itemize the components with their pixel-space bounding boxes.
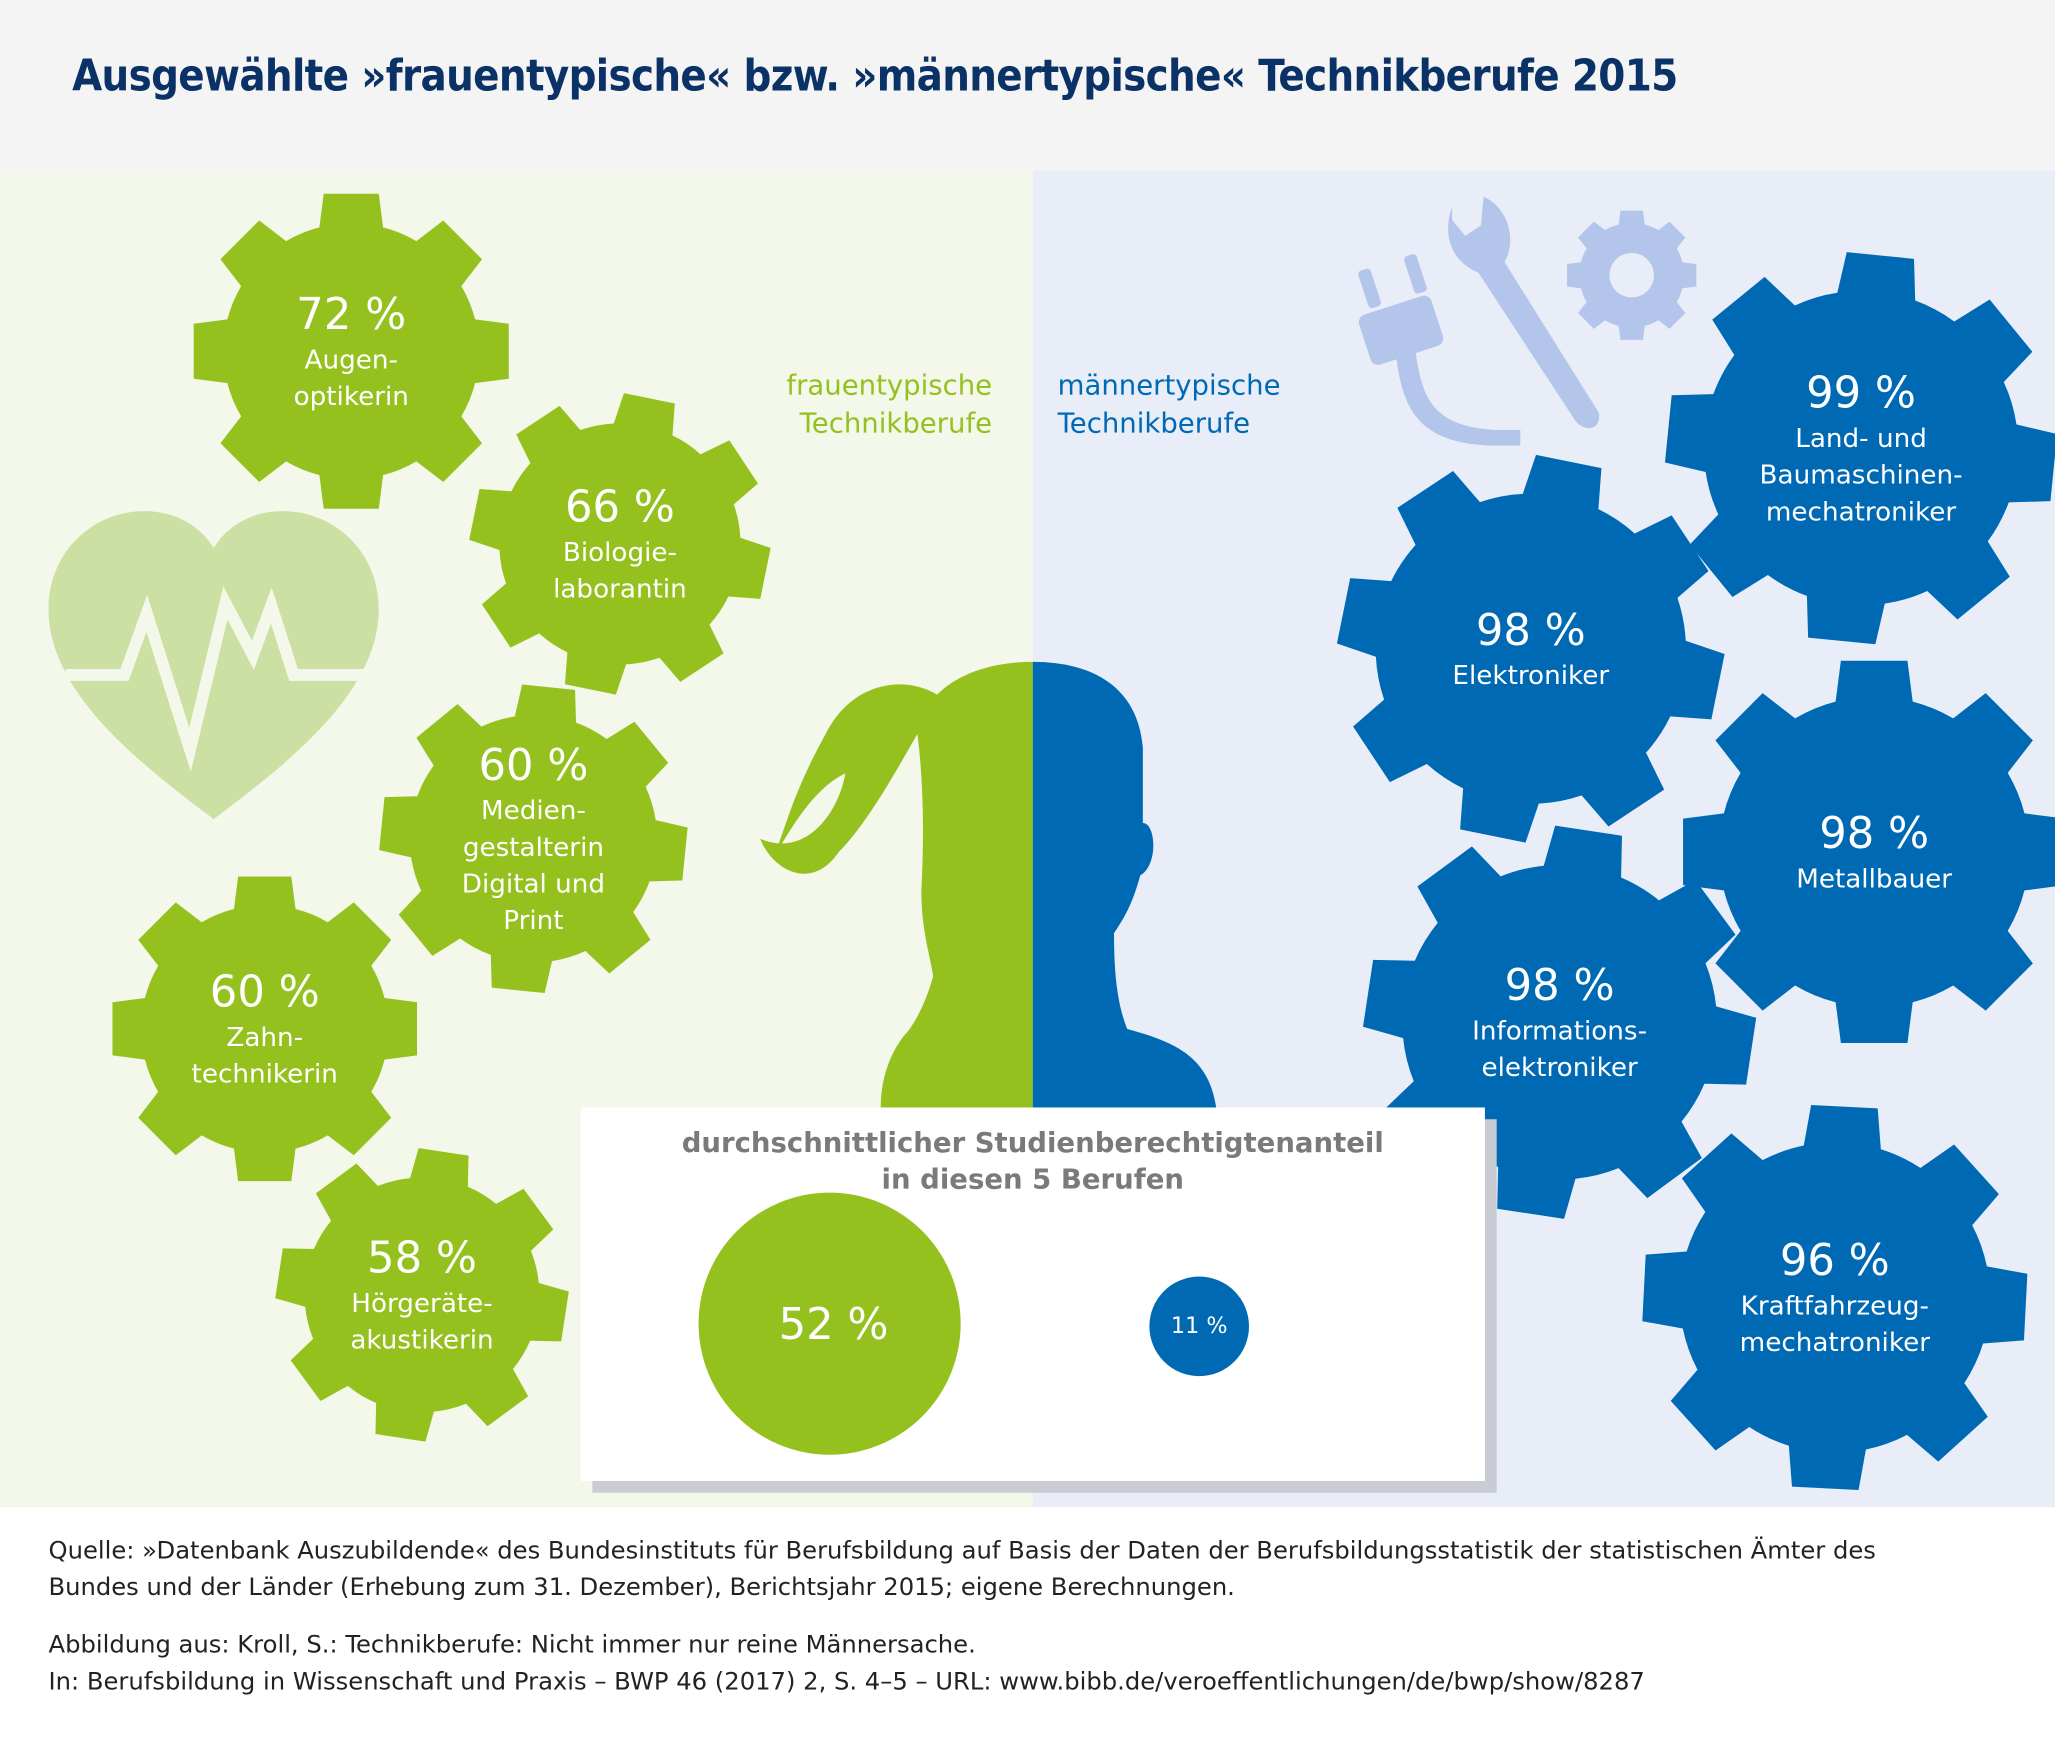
male-gear [1683,660,2055,1043]
profession-name-line: mechatroniker [1739,1326,1931,1358]
male-profession-label: 96 % Kraftfahrzeug-mechatroniker [1740,1235,1930,1361]
percent-value: 60 % [478,739,589,791]
profession-name-line: Informations- [1472,1014,1648,1046]
source-line: Quelle: »Datenbank Auszubildende« des Bu… [48,1537,1876,1565]
profession-name-line: laborantin [553,572,687,605]
summary-title-line: durchschnittlicher Studienberechtigtenan… [681,1127,1384,1159]
female-gear [193,193,509,509]
percent-value: 72 % [296,288,407,340]
male-gear [1336,454,1725,843]
percent-value: 98 % [1475,604,1586,656]
gear-icon [1567,210,1697,340]
profession-name-line: gestalterin [462,830,604,863]
percent-value: 98 % [1504,959,1615,1011]
profession-name-line: Land- und [1795,422,1927,454]
female-category-label: frauentypische Technikberufe [786,367,992,443]
female-gear [469,393,771,695]
female-profession-label: 60 % Medien-gestalterin Digital und Print [462,739,605,938]
profession-name-line: elektroniker [1481,1051,1638,1083]
profession-name-line: akustikerin [350,1323,494,1356]
percent-value: 58 % [367,1231,477,1284]
male-silhouette [1032,661,1217,1108]
male-profession-label: 99 % Land- und Baumaschinen-mechatroniker [1760,367,1963,530]
profession-name-line: Zahn- [226,1020,304,1053]
male-gear [1642,1104,2028,1491]
female-profession-label: 60 % Zahn-technikerin [192,966,338,1092]
footer: Quelle: »Datenbank Auszubildende« des Bu… [48,1533,2014,1722]
profession-name-line: Hörgeräte- [351,1287,493,1319]
profession-name-line: optikerin [293,380,409,412]
percent-value: 98 % [1819,807,1930,859]
male-category-label: männertypische Technikberufe [1058,367,1281,443]
male-profession-label: 98 % Informations-elektroniker [1472,959,1647,1085]
percent-value: 60 % [209,965,320,1018]
female-average-value: 52 % [778,1298,889,1350]
female-profession-label: 66 % Biologie-laborantin [553,481,687,607]
male-label-line: männertypische [1057,369,1281,402]
profession-name-line: Baumaschinen- [1759,458,1963,491]
female-label-line: Technikberufe [799,407,993,440]
female-silhouette [760,661,1033,1108]
percent-value: 96 % [1779,1234,1890,1286]
citation-line: Abbildung aus: Kroll, S.: Technikberufe:… [48,1631,976,1660]
profession-name-line: Print [503,904,564,936]
female-gear [112,876,418,1182]
page-title: Ausgewählte »frauentypische« bzw. »männe… [72,49,1678,101]
male-average-value: 11 % [1170,1313,1228,1340]
profession-name-line: Biologie- [562,536,677,568]
citation: Abbildung aus: Kroll, S.: Technikberufe:… [48,1628,2014,1701]
source-note: Quelle: »Datenbank Auszubildende« des Bu… [48,1533,2014,1606]
female-label-line: frauentypische [786,369,993,402]
wrench-icon [1448,196,1600,429]
female-gear [379,684,688,994]
profession-name-line: Medien- [480,794,586,826]
plug-icon [1358,254,1521,446]
profession-name-line: Elektroniker [1452,659,1610,691]
profession-name-line: Digital und [461,867,606,900]
title-band [0,0,2055,171]
source-line: Bundes und der Länder (Erhebung zum 31. … [48,1574,1235,1602]
female-gear [275,1148,569,1442]
profession-name-line: Augen- [304,343,398,375]
male-gear [1664,252,2055,645]
profession-name-line: Metallbauer [1796,862,1953,894]
summary-title-line: in diesen 5 Berufen [881,1163,1184,1196]
male-label-line: Technikberufe [1057,407,1251,440]
female-profession-label: 72 % Augen-optikerin [294,288,409,414]
profession-name-line: technikerin [191,1057,338,1090]
citation-line: In: Berufsbildung in Wissenschaft und Pr… [48,1668,1645,1696]
percent-value: 99 % [1806,366,1916,419]
female-profession-label: 58 % Hörgeräte-akustikerin [350,1232,493,1358]
profession-name-line: Kraftfahrzeug- [1740,1289,1930,1322]
percent-value: 66 % [564,480,675,533]
heart-pulse-icon [48,511,379,820]
male-profession-label: 98 % Metallbauer [1796,807,1952,896]
male-profession-label: 98 % Elektroniker [1452,604,1609,693]
summary-title: durchschnittlicher Studienberechtigtenan… [581,1124,1485,1197]
gear-icon-shape [1567,210,1697,340]
profession-name-line: mechatroniker [1765,495,1957,527]
